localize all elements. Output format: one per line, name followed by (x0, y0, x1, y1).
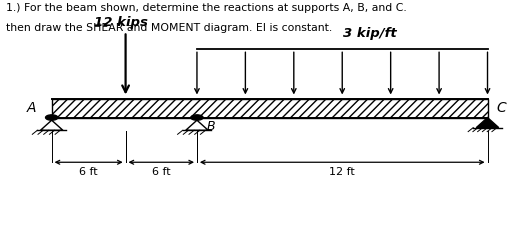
Text: 6 ft: 6 ft (79, 167, 98, 177)
Text: 6 ft: 6 ft (152, 167, 171, 177)
Text: A: A (27, 101, 36, 115)
Text: B: B (207, 120, 216, 133)
Polygon shape (186, 120, 208, 130)
Text: 12 kips: 12 kips (93, 16, 148, 29)
Text: 1.) For the beam shown, determine the reactions at supports A, B, and C.: 1.) For the beam shown, determine the re… (6, 3, 407, 13)
Circle shape (45, 115, 58, 120)
Polygon shape (476, 117, 499, 128)
Bar (52, 99, 488, 117)
Text: C: C (497, 101, 506, 115)
Text: 12 ft: 12 ft (329, 167, 355, 177)
Circle shape (191, 115, 203, 120)
Polygon shape (40, 120, 63, 130)
Text: 3 kip/ft: 3 kip/ft (343, 27, 397, 40)
Text: then draw the SHEAR and MOMENT diagram. EI is constant.: then draw the SHEAR and MOMENT diagram. … (6, 23, 332, 33)
